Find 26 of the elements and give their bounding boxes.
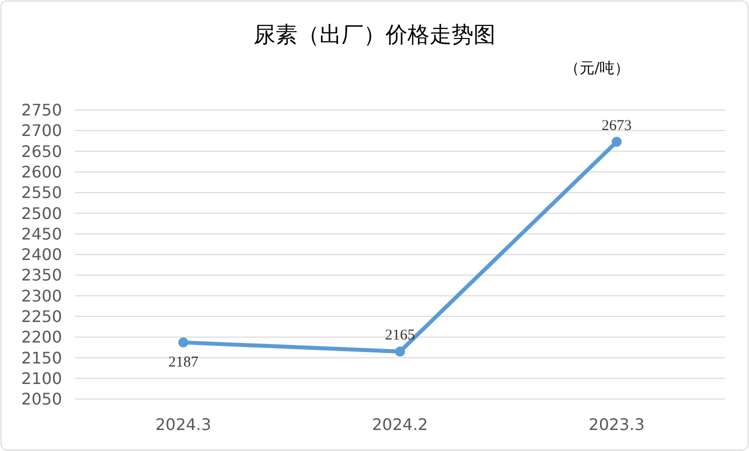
y-tick-label: 2500 [21, 204, 62, 223]
y-tick-label: 2600 [21, 162, 62, 182]
y-tick-label: 2750 [21, 100, 62, 120]
y-tick-label: 2050 [21, 390, 62, 409]
y-tick-label: 2200 [21, 328, 62, 347]
y-tick-label: 2100 [21, 368, 62, 388]
y-tick-label: 2150 [21, 348, 62, 368]
data-label: 2165 [385, 328, 415, 344]
x-tick-label: 2024.2 [372, 415, 428, 434]
point [394, 346, 406, 357]
x-tick-label: 2024.3 [155, 415, 212, 434]
point [178, 337, 188, 348]
y-tick-label: 2400 [21, 245, 62, 264]
point [612, 136, 622, 147]
y-tick-label: 2450 [21, 224, 62, 244]
x-tick-label: 2023.3 [588, 415, 645, 434]
chart-title: 尿素（出厂）价格走势图 [254, 23, 496, 48]
data-label: 2187 [168, 354, 199, 370]
data-label: 2673 [602, 118, 632, 134]
y-tick-label: 2650 [21, 142, 62, 161]
y-tick-label: 2350 [21, 266, 62, 285]
y-tick-label: 2700 [21, 121, 62, 140]
text: （元/吨） [564, 59, 630, 77]
y-tick-label: 2550 [21, 183, 62, 202]
y-tick-label: 2250 [21, 307, 62, 326]
y-tick-label: 2300 [21, 286, 62, 306]
